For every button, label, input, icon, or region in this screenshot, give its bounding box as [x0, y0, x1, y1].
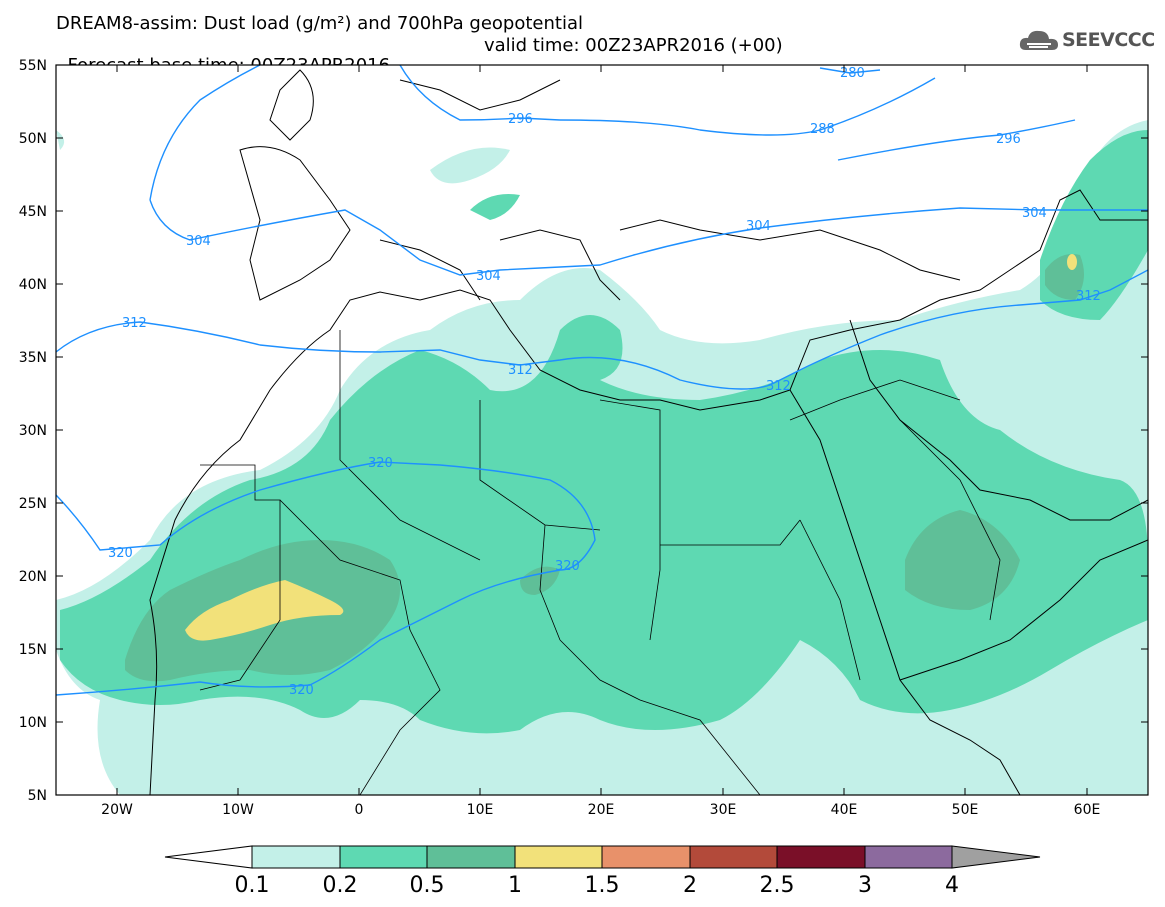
colorbar-segment	[339, 845, 428, 869]
lon-label: 10W	[222, 802, 254, 818]
contour-label: 312	[122, 316, 147, 331]
colorbar-labels: 0.1 0.2 0.5 1 1.5 2 2.5 3 4	[235, 873, 960, 898]
colorbar-low-arrow	[164, 845, 253, 869]
valid-time: valid time: 00Z23APR2016 (+00)	[484, 35, 783, 56]
colorbar-high-arrow	[951, 845, 1041, 869]
contour-label: 280	[840, 66, 865, 81]
seevccc-logo: SEEVCCC	[1018, 28, 1155, 54]
colorbar-segment	[251, 845, 341, 869]
colorbar-segment	[426, 845, 516, 869]
lat-label: 55N	[19, 58, 47, 74]
contour-label: 320	[108, 546, 133, 561]
colorbar-segment	[864, 845, 953, 869]
colorbar-label: 0.5	[410, 873, 445, 898]
lon-label: 0	[355, 802, 364, 818]
longitude-axis: 20W 10W 0 10E 20E 30E 40E 50E 60E	[101, 65, 1100, 818]
coastlines	[149, 69, 1148, 795]
colorbar-label: 4	[945, 873, 959, 898]
colorbar-segment	[689, 845, 778, 869]
lat-label: 35N	[19, 350, 47, 366]
contour-label: 304	[746, 219, 771, 234]
lat-label: 10N	[19, 715, 47, 731]
lat-label: 5N	[28, 788, 47, 804]
lat-label: 15N	[19, 642, 47, 658]
contour-label: 304	[476, 269, 501, 284]
contour-label: 296	[508, 112, 533, 127]
geopotential-contours	[56, 65, 1148, 696]
lon-label: 10E	[467, 802, 494, 818]
country-borders	[199, 330, 1001, 795]
contour-labels: 280 288 296 296 304 304 304 304 312 312 …	[108, 66, 1101, 698]
colorbar-segment	[514, 845, 603, 869]
chart-title: DREAM8-assim: Dust load (g/m²) and 700hP…	[56, 13, 583, 34]
cloud-icon	[1019, 30, 1058, 50]
logo-text: SEEVCCC	[1062, 29, 1155, 51]
colorbar-label: 0.2	[323, 873, 358, 898]
latitude-axis: 55N 50N 45N 40N 35N 30N 25N 20N 15N 10N …	[19, 58, 1148, 804]
contour-label: 312	[1076, 289, 1101, 304]
contour-label: 320	[289, 683, 314, 698]
lat-label: 50N	[19, 131, 47, 147]
lat-label: 45N	[19, 204, 47, 220]
colorbar-label: 0.1	[235, 873, 270, 898]
lat-label: 30N	[19, 423, 47, 439]
lon-label: 60E	[1074, 802, 1101, 818]
contour-label: 312	[508, 363, 533, 378]
lon-label: 30E	[710, 802, 737, 818]
lat-label: 20N	[19, 569, 47, 585]
colorbar-label: 1	[508, 873, 522, 898]
contour-label: 320	[555, 559, 580, 574]
colorbar-label: 3	[858, 873, 872, 898]
lon-label: 40E	[831, 802, 858, 818]
contour-label: 312	[766, 379, 791, 394]
contour-label: 288	[810, 122, 835, 137]
colorbar	[164, 845, 1041, 869]
contour-label: 304	[1022, 206, 1047, 221]
colorbar-label: 2.5	[760, 873, 795, 898]
lon-label: 50E	[952, 802, 979, 818]
lat-label: 25N	[19, 496, 47, 512]
contour-label: 320	[368, 456, 393, 471]
lon-label: 20W	[101, 802, 133, 818]
contour-label: 304	[186, 234, 211, 249]
colorbar-segment	[601, 845, 691, 869]
lat-label: 40N	[19, 277, 47, 293]
dust-level-1	[185, 254, 1077, 641]
colorbar-label: 2	[683, 873, 697, 898]
lon-label: 20E	[588, 802, 615, 818]
colorbar-label: 1.5	[585, 873, 620, 898]
colorbar-segment	[776, 845, 866, 869]
contour-label: 296	[996, 132, 1021, 147]
